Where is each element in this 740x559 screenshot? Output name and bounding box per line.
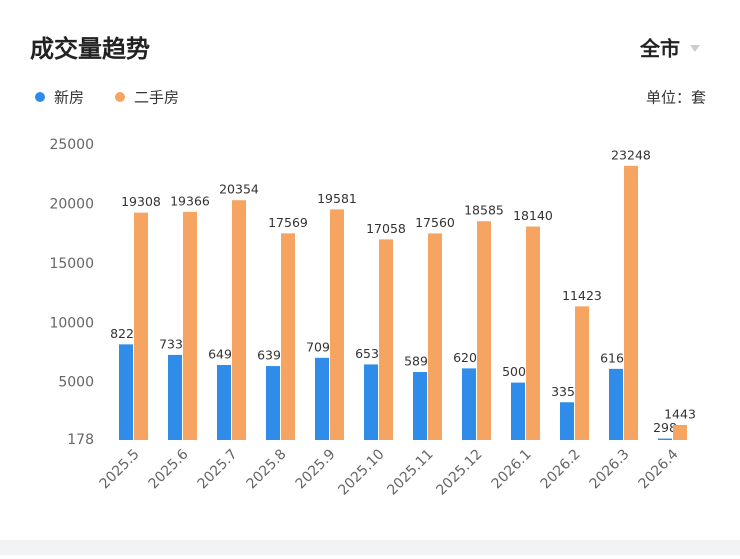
bar (511, 382, 525, 440)
bar (462, 368, 476, 440)
y-tick-label: 10000 (49, 315, 94, 331)
value-label: 6536 (355, 346, 387, 361)
x-tick-label: 2026.2 (538, 446, 584, 492)
y-tick-label: 15000 (49, 256, 94, 272)
value-label: 17058 (366, 221, 406, 236)
value-label: 3354 (551, 384, 583, 399)
value-label: 19366 (170, 193, 210, 208)
bar (266, 366, 280, 440)
unit-label: 单位：套 (646, 89, 706, 107)
value-label: 23248 (611, 147, 651, 162)
bar (217, 364, 231, 440)
filter-label[interactable]: 全市 (639, 37, 680, 61)
value-label: 7336 (159, 336, 191, 351)
value-label: 18585 (464, 203, 504, 218)
bar (183, 211, 197, 440)
x-tick-label: 2025.6 (146, 446, 192, 492)
dropdown-arrow[interactable] (690, 45, 700, 52)
legend-label: 新房 (54, 89, 84, 107)
bar (168, 354, 182, 440)
value-label: 8227 (110, 326, 142, 341)
bar (477, 221, 491, 440)
x-tick-label: 2026.3 (587, 446, 633, 492)
bar (575, 306, 589, 440)
x-tick-label: 2025.11 (384, 446, 436, 498)
value-label: 6491 (208, 346, 240, 361)
value-label: 298 (653, 420, 677, 435)
value-label: 1443 (664, 406, 696, 421)
value-label: 19308 (121, 194, 161, 209)
value-label: 6165 (600, 350, 632, 365)
value-label: 11423 (562, 288, 602, 303)
bar (624, 165, 638, 441)
value-label: 5007 (502, 364, 534, 379)
bar (560, 402, 574, 440)
x-tick-label: 2025.8 (244, 446, 290, 492)
bar (281, 233, 295, 440)
bar (526, 226, 540, 440)
value-label: 17560 (415, 215, 455, 230)
value-label: 5898 (404, 354, 436, 369)
bar (413, 372, 427, 440)
x-tick-label: 2026.4 (636, 446, 682, 492)
x-tick-label: 2025.10 (335, 446, 387, 498)
value-label: 20354 (219, 182, 259, 197)
legend-marker (35, 92, 45, 102)
value-label: 19581 (317, 191, 357, 206)
bottom-strip (0, 540, 740, 555)
y-tick-label: 178 (67, 432, 94, 448)
x-tick-label: 2025.12 (433, 446, 485, 498)
bar (364, 364, 378, 440)
x-tick-label: 2025.9 (293, 446, 339, 492)
legend-label: 二手房 (134, 89, 179, 107)
filter-dropdown[interactable]: 全市 (639, 37, 700, 61)
bar (658, 438, 672, 440)
x-tick-label: 2026.1 (489, 446, 535, 492)
y-tick-label: 5000 (58, 375, 94, 391)
legend-marker (115, 92, 125, 102)
y-tick-label: 20000 (49, 196, 94, 212)
bar (379, 239, 393, 440)
value-label: 6203 (453, 350, 485, 365)
bar (134, 212, 148, 440)
x-tick-label: 2025.5 (97, 446, 143, 492)
bar (315, 357, 329, 440)
value-label: 7093 (306, 339, 338, 354)
bar (330, 209, 344, 440)
bar (673, 424, 687, 440)
value-label: 18140 (513, 208, 553, 223)
bar (609, 368, 623, 440)
chart-title: 成交量趋势 (30, 35, 150, 63)
bar (232, 200, 246, 440)
bar (119, 344, 133, 440)
bar (428, 233, 442, 440)
y-tick-label: 25000 (49, 137, 94, 153)
value-label: 6398 (257, 348, 289, 363)
value-label: 17569 (268, 215, 308, 230)
x-tick-label: 2025.7 (195, 446, 241, 492)
